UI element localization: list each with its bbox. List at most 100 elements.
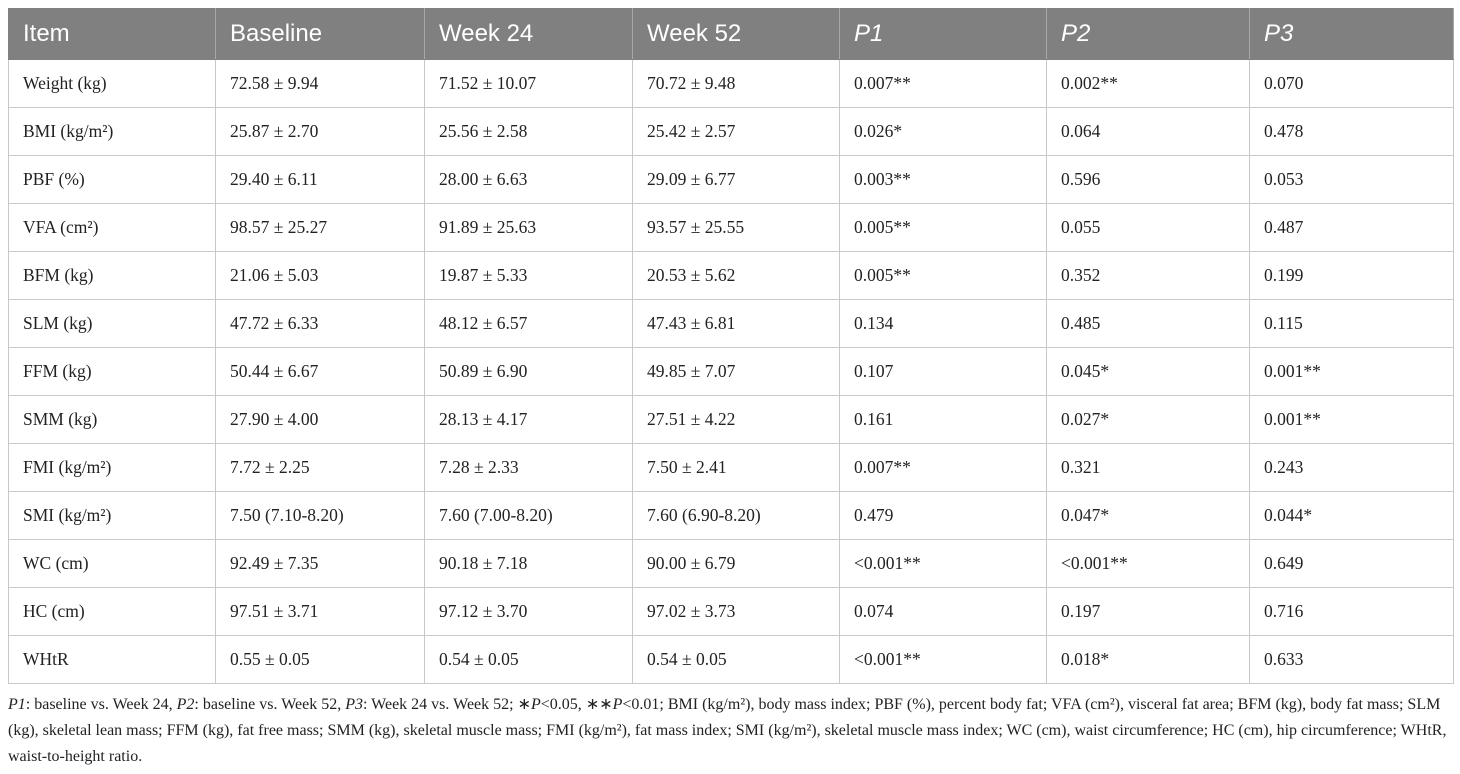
cell-item: FMI (kg/m²): [8, 443, 216, 492]
cell-item: BMI (kg/m²): [8, 107, 216, 156]
table-row: VFA (cm²) 98.57 ± 25.27 91.89 ± 25.63 93.57…: [8, 203, 1454, 252]
cell-p1: <0.001**: [839, 635, 1047, 684]
footnote-p2-text: : baseline vs. Week 52,: [194, 696, 346, 713]
cell-week52: 7.50 ± 2.41: [632, 443, 840, 492]
cell-baseline: 0.55 ± 0.05: [215, 635, 425, 684]
cell-item: VFA (cm²): [8, 203, 216, 252]
table-row: BMI (kg/m²) 25.87 ± 2.70 25.56 ± 2.58 25.42…: [8, 107, 1454, 156]
cell-week24: 25.56 ± 2.58: [424, 107, 633, 156]
table-row: BFM (kg) 21.06 ± 5.03 19.87 ± 5.33 20.53 ± …: [8, 251, 1454, 300]
cell-p1: 0.107: [839, 347, 1047, 396]
cell-item: BFM (kg): [8, 251, 216, 300]
cell-item: SMM (kg): [8, 395, 216, 444]
footnote-sig1-star: ∗: [517, 696, 531, 713]
cell-baseline: 50.44 ± 6.67: [215, 347, 425, 396]
cell-p1: 0.005**: [839, 251, 1047, 300]
cell-item: WHtR: [8, 635, 216, 684]
cell-week52: 97.02 ± 3.73: [632, 587, 840, 636]
footnote-p1-text: : baseline vs. Week 24,: [25, 696, 177, 713]
cell-item: SMI (kg/m²): [8, 491, 216, 540]
cell-week52: 29.09 ± 6.77: [632, 155, 840, 204]
header-p1: P1: [839, 8, 1047, 60]
cell-item: HC (cm): [8, 587, 216, 636]
table-body: Weight (kg) 72.58 ± 9.94 71.52 ± 10.07 70.7…: [8, 59, 1454, 684]
cell-p3: 0.070: [1249, 59, 1454, 108]
header-row: Item Baseline Week 24 Week 52 P1 P2 P3: [8, 8, 1454, 60]
cell-p2: 0.197: [1046, 587, 1250, 636]
cell-p2: 0.352: [1046, 251, 1250, 300]
cell-p2: 0.596: [1046, 155, 1250, 204]
header-item: Item: [8, 8, 216, 60]
cell-p3: 0.716: [1249, 587, 1454, 636]
cell-item: FFM (kg): [8, 347, 216, 396]
footnote-sig2-star: ∗∗: [585, 696, 613, 713]
footnote-sig2-text: <0.01; BMI (kg/m²), body mass index; PBF…: [8, 696, 1447, 765]
cell-p3: 0.001**: [1249, 347, 1454, 396]
cell-p3: 0.001**: [1249, 395, 1454, 444]
header-p3: P3: [1249, 8, 1454, 60]
cell-p1: 0.007**: [839, 443, 1047, 492]
footnote-p1-label: P1: [8, 696, 26, 713]
cell-p1: 0.007**: [839, 59, 1047, 108]
footnote-sig1-text: <0.05,: [540, 696, 586, 713]
cell-week52: 93.57 ± 25.55: [632, 203, 840, 252]
cell-p2: 0.018*: [1046, 635, 1250, 684]
cell-baseline: 7.72 ± 2.25: [215, 443, 425, 492]
cell-p3: 0.649: [1249, 539, 1454, 588]
table-row: SMM (kg) 27.90 ± 4.00 28.13 ± 4.17 27.51 ± …: [8, 395, 1454, 444]
cell-p2: 0.055: [1046, 203, 1250, 252]
cell-p2: <0.001**: [1046, 539, 1250, 588]
header-week52: Week 52: [632, 8, 840, 60]
cell-week52: 70.72 ± 9.48: [632, 59, 840, 108]
footnote-p2-label: P2: [176, 696, 195, 713]
table-row: FMI (kg/m²) 7.72 ± 2.25 7.28 ± 2.33 7.50 ± …: [8, 443, 1454, 492]
cell-baseline: 27.90 ± 4.00: [215, 395, 425, 444]
cell-p2: 0.485: [1046, 299, 1250, 348]
cell-baseline: 72.58 ± 9.94: [215, 59, 425, 108]
cell-p2: 0.027*: [1046, 395, 1250, 444]
table-row: WC (cm) 92.49 ± 7.35 90.18 ± 7.18 90.00 ± 6…: [8, 539, 1454, 588]
cell-week52: 20.53 ± 5.62: [632, 251, 840, 300]
cell-p3: 0.115: [1249, 299, 1454, 348]
results-table: Item Baseline Week 24 Week 52 P1 P2 P3 W…: [8, 8, 1454, 684]
footnote-p3-label: P3: [345, 696, 363, 713]
cell-baseline: 98.57 ± 25.27: [215, 203, 425, 252]
table-figure: Item Baseline Week 24 Week 52 P1 P2 P3 W…: [8, 8, 1454, 770]
header-baseline: Baseline: [215, 8, 425, 60]
header-p2: P2: [1046, 8, 1250, 60]
cell-week24: 28.00 ± 6.63: [424, 155, 633, 204]
table-row: SMI (kg/m²) 7.50 (7.10-8.20) 7.60 (7.00-8.…: [8, 491, 1454, 540]
cell-week24: 71.52 ± 10.07: [424, 59, 633, 108]
cell-p3: 0.487: [1249, 203, 1454, 252]
cell-baseline: 25.87 ± 2.70: [215, 107, 425, 156]
cell-baseline: 92.49 ± 7.35: [215, 539, 425, 588]
table-row: SLM (kg) 47.72 ± 6.33 48.12 ± 6.57 47.43 ± …: [8, 299, 1454, 348]
cell-p2: 0.047*: [1046, 491, 1250, 540]
cell-p1: 0.005**: [839, 203, 1047, 252]
cell-week52: 47.43 ± 6.81: [632, 299, 840, 348]
cell-p2: 0.045*: [1046, 347, 1250, 396]
cell-week24: 7.60 (7.00-8.20): [424, 491, 633, 540]
cell-week24: 28.13 ± 4.17: [424, 395, 633, 444]
cell-week52: 90.00 ± 6.79: [632, 539, 840, 588]
table-row: Weight (kg) 72.58 ± 9.94 71.52 ± 10.07 70.7…: [8, 59, 1454, 108]
cell-p1: 0.026*: [839, 107, 1047, 156]
cell-week52: 27.51 ± 4.22: [632, 395, 840, 444]
cell-week52: 25.42 ± 2.57: [632, 107, 840, 156]
cell-p3: 0.199: [1249, 251, 1454, 300]
footnote-p3-text: : Week 24 vs. Week 52;: [363, 696, 518, 713]
cell-item: WC (cm): [8, 539, 216, 588]
cell-p3: 0.044*: [1249, 491, 1454, 540]
cell-week52: 49.85 ± 7.07: [632, 347, 840, 396]
cell-week52: 7.60 (6.90-8.20): [632, 491, 840, 540]
cell-item: SLM (kg): [8, 299, 216, 348]
table-row: WHtR 0.55 ± 0.05 0.54 ± 0.05 0.54 ± 0.05 <0.…: [8, 635, 1454, 684]
cell-baseline: 29.40 ± 6.11: [215, 155, 425, 204]
cell-week24: 97.12 ± 3.70: [424, 587, 633, 636]
cell-p1: 0.074: [839, 587, 1047, 636]
cell-p2: 0.321: [1046, 443, 1250, 492]
cell-p1: <0.001**: [839, 539, 1047, 588]
header-week24: Week 24: [424, 8, 633, 60]
cell-baseline: 47.72 ± 6.33: [215, 299, 425, 348]
table-row: HC (cm) 97.51 ± 3.71 97.12 ± 3.70 97.02 ± 3…: [8, 587, 1454, 636]
